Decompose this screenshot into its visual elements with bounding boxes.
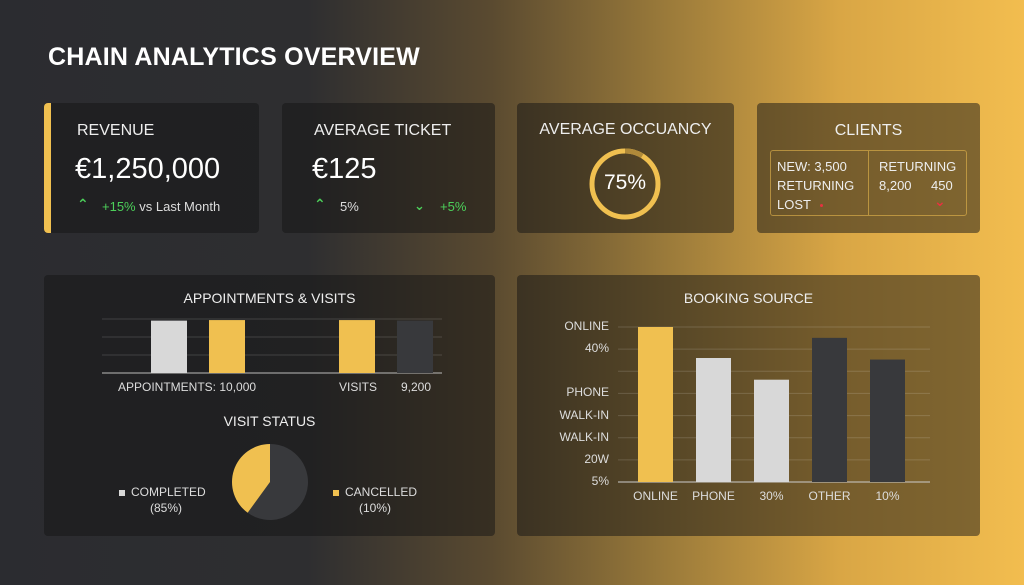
revenue-label: REVENUE [77, 122, 155, 139]
average-ticket-card: AVERAGE TICKET €125 ⌃ 5% ⌄ +5% [282, 103, 495, 233]
bar [397, 320, 433, 373]
revenue-change-suffix: vs Last Month [139, 199, 221, 214]
page-title: CHAIN ANALYTICS OVERVIEW [48, 43, 420, 71]
chevron-down-icon: ⌄ [414, 198, 425, 213]
pie-slice-completed [247, 444, 308, 520]
x-tick-label: ONLINE [633, 489, 678, 503]
bar-1 [696, 358, 731, 482]
clients-table: NEW: 3,500 RETURNING LOST RETURNING 8,20… [770, 150, 967, 216]
donut-remaining [589, 148, 661, 220]
x-tick-label: 30% [759, 489, 784, 503]
legend-completed: COMPLETED [131, 485, 206, 499]
y-tick-label: PHONE [566, 385, 609, 400]
ticket-down-value: +5% [440, 199, 467, 214]
clients-returning-value: 8,200 [879, 178, 912, 193]
legend-cancelled: CANCELLED [345, 485, 418, 499]
y-tick-label: WALK-IN [559, 407, 609, 422]
occupancy-label: AVERAGE OCCUANCY [539, 121, 712, 138]
average-ticket-value: €125 [312, 153, 377, 185]
legend-cancelled-pct: (10%) [359, 501, 392, 515]
revenue-value: €1,250,000 [75, 153, 221, 185]
y-tick-label: 5% [591, 474, 609, 488]
dot-icon [820, 204, 823, 207]
visit-status-title: VISIT STATUS [223, 413, 316, 429]
clients-lost-value: 450 [931, 178, 953, 193]
clients-card: CLIENTS NEW: 3,500 RETURNING LOST RETURN… [757, 103, 980, 233]
bar-2 [754, 379, 789, 482]
clients-lost-label: LOST [777, 197, 811, 212]
revenue-change: +15% [102, 199, 136, 214]
occupancy-card: AVERAGE OCCUANCY 75% [517, 103, 734, 233]
average-ticket-label: AVERAGE TICKET [314, 122, 452, 139]
y-tick-label: 20W [584, 451, 609, 466]
bar [339, 320, 375, 373]
y-tick-label: 40% [584, 341, 609, 356]
x-label-visits: VISITS [339, 380, 378, 394]
occupancy-value: 75% [603, 171, 647, 194]
x-tick-label: 10% [875, 489, 900, 503]
accent-bar [44, 103, 51, 233]
completed-swatch [119, 489, 125, 496]
ticket-up-value: 5% [340, 199, 359, 214]
chevron-up-icon: ⌃ [314, 196, 326, 212]
clients-returning-header: RETURNING [879, 159, 957, 174]
y-tick-label: WALK-IN [559, 429, 609, 444]
bar-0 [638, 327, 673, 482]
cancelled-swatch [333, 489, 339, 496]
chevron-down-icon: ⌄ [934, 193, 946, 209]
x-label-appointments: APPOINTMENTS: 10,000 [118, 380, 257, 394]
revenue-card: REVENUE €1,250,000 ⌃ +15% vs Last Month [44, 103, 259, 233]
x-tick-label: PHONE [692, 489, 735, 503]
pie-slice-cancelled [231, 444, 270, 513]
appointments-title: APPOINTMENTS & VISITS [183, 290, 356, 306]
legend-completed-pct: (85%) [150, 501, 183, 515]
x-tick-label: OTHER [808, 489, 851, 503]
occupancy-donut [589, 148, 661, 220]
clients-label: CLIENTS [834, 122, 903, 139]
x-label-visits-value: 9,200 [401, 380, 432, 394]
clients-new: NEW: 3,500 [777, 159, 847, 174]
y-tick-label: ONLINE [564, 319, 609, 333]
bar-3 [812, 337, 847, 482]
bar-4 [870, 359, 905, 482]
clients-returning-label: RETURNING [777, 178, 855, 193]
chevron-up-icon: ⌃ [77, 196, 89, 212]
booking-title: BOOKING SOURCE [683, 290, 814, 306]
bar [209, 320, 245, 373]
bar [151, 320, 187, 373]
